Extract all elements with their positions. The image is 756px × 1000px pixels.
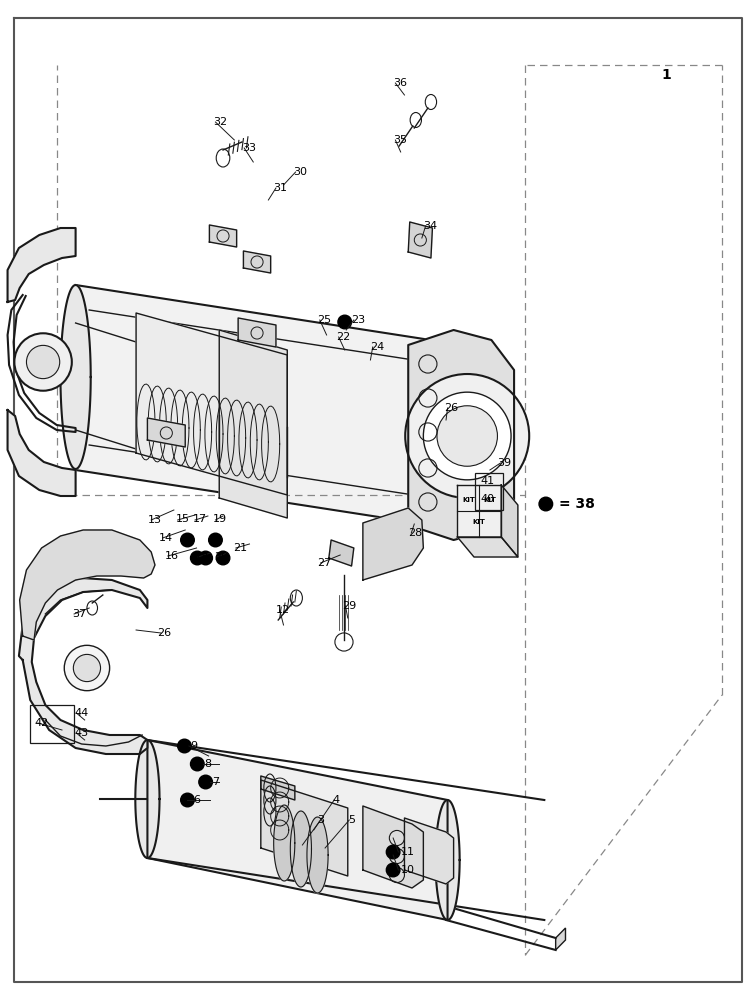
Polygon shape bbox=[261, 776, 295, 800]
Text: 26: 26 bbox=[157, 628, 172, 638]
Circle shape bbox=[64, 645, 110, 691]
Circle shape bbox=[386, 845, 400, 859]
Text: 13: 13 bbox=[147, 515, 162, 525]
Polygon shape bbox=[363, 508, 423, 580]
Polygon shape bbox=[457, 537, 518, 557]
Polygon shape bbox=[501, 485, 518, 557]
Polygon shape bbox=[435, 800, 460, 920]
Circle shape bbox=[191, 757, 204, 771]
Text: 31: 31 bbox=[274, 183, 288, 193]
Text: 20: 20 bbox=[214, 552, 228, 562]
Circle shape bbox=[216, 551, 230, 565]
Circle shape bbox=[423, 392, 511, 480]
Polygon shape bbox=[329, 540, 354, 566]
Text: 17: 17 bbox=[193, 514, 207, 524]
Circle shape bbox=[26, 345, 60, 379]
Bar bbox=[30, 705, 74, 743]
Text: 24: 24 bbox=[370, 342, 385, 352]
Text: 22: 22 bbox=[336, 332, 351, 342]
Circle shape bbox=[181, 793, 194, 807]
Polygon shape bbox=[147, 740, 448, 920]
Text: 43: 43 bbox=[74, 728, 88, 738]
Text: 44: 44 bbox=[74, 708, 88, 718]
Polygon shape bbox=[290, 811, 311, 887]
Text: 42: 42 bbox=[35, 718, 49, 728]
Circle shape bbox=[405, 374, 529, 498]
Polygon shape bbox=[135, 740, 160, 858]
Polygon shape bbox=[457, 485, 501, 537]
Text: 40: 40 bbox=[480, 494, 494, 504]
Text: 12: 12 bbox=[276, 605, 290, 615]
Text: 14: 14 bbox=[159, 533, 173, 543]
Text: 41: 41 bbox=[480, 476, 494, 486]
Text: 32: 32 bbox=[213, 117, 228, 127]
Polygon shape bbox=[307, 817, 328, 893]
Circle shape bbox=[386, 863, 400, 877]
Polygon shape bbox=[556, 928, 565, 950]
Circle shape bbox=[437, 406, 497, 466]
Text: 6: 6 bbox=[193, 795, 200, 805]
Text: 28: 28 bbox=[408, 528, 423, 538]
Text: 35: 35 bbox=[393, 135, 407, 145]
Polygon shape bbox=[136, 313, 287, 495]
Circle shape bbox=[178, 739, 191, 753]
Polygon shape bbox=[274, 805, 295, 881]
Text: 29: 29 bbox=[342, 601, 357, 611]
Circle shape bbox=[73, 654, 101, 682]
Polygon shape bbox=[8, 228, 76, 302]
Text: 25: 25 bbox=[318, 315, 332, 325]
Text: 39: 39 bbox=[497, 458, 512, 468]
Text: 16: 16 bbox=[165, 551, 179, 561]
Text: 8: 8 bbox=[204, 759, 211, 769]
Text: KIT: KIT bbox=[472, 519, 486, 525]
Circle shape bbox=[181, 533, 194, 547]
Polygon shape bbox=[147, 418, 185, 447]
Circle shape bbox=[14, 333, 72, 391]
Polygon shape bbox=[408, 330, 514, 540]
Text: KIT: KIT bbox=[484, 497, 497, 503]
Text: 11: 11 bbox=[401, 847, 415, 857]
Text: 15: 15 bbox=[175, 514, 190, 524]
Circle shape bbox=[199, 775, 212, 789]
Polygon shape bbox=[60, 285, 91, 469]
Polygon shape bbox=[238, 318, 276, 347]
Text: 7: 7 bbox=[212, 777, 218, 787]
Text: 27: 27 bbox=[318, 558, 332, 568]
Polygon shape bbox=[76, 285, 450, 528]
Text: 34: 34 bbox=[423, 221, 438, 231]
Polygon shape bbox=[261, 780, 348, 876]
Text: 30: 30 bbox=[293, 167, 308, 177]
Text: 9: 9 bbox=[191, 741, 197, 751]
Text: 5: 5 bbox=[348, 815, 355, 825]
Text: 10: 10 bbox=[401, 865, 415, 875]
Circle shape bbox=[199, 551, 212, 565]
Circle shape bbox=[191, 551, 204, 565]
Circle shape bbox=[539, 497, 553, 511]
Text: 26: 26 bbox=[445, 403, 459, 413]
Text: 19: 19 bbox=[213, 514, 228, 524]
Text: KIT: KIT bbox=[462, 497, 475, 503]
Polygon shape bbox=[408, 222, 432, 258]
Circle shape bbox=[209, 533, 222, 547]
Polygon shape bbox=[8, 410, 76, 496]
Text: 21: 21 bbox=[233, 543, 247, 553]
Polygon shape bbox=[209, 225, 237, 247]
Text: 23: 23 bbox=[352, 315, 366, 325]
Text: 18: 18 bbox=[195, 552, 209, 562]
Text: 36: 36 bbox=[393, 78, 407, 88]
Polygon shape bbox=[404, 818, 454, 884]
Polygon shape bbox=[219, 330, 287, 518]
Text: 33: 33 bbox=[242, 143, 256, 153]
Polygon shape bbox=[243, 251, 271, 273]
Polygon shape bbox=[20, 530, 155, 640]
Text: = 38: = 38 bbox=[559, 497, 595, 511]
Text: 3: 3 bbox=[318, 815, 324, 825]
Text: 1: 1 bbox=[662, 68, 671, 82]
Polygon shape bbox=[363, 806, 423, 888]
Text: 4: 4 bbox=[333, 795, 339, 805]
Circle shape bbox=[338, 315, 352, 329]
Bar bbox=[475, 473, 503, 510]
Polygon shape bbox=[19, 578, 147, 754]
Text: 37: 37 bbox=[72, 609, 86, 619]
